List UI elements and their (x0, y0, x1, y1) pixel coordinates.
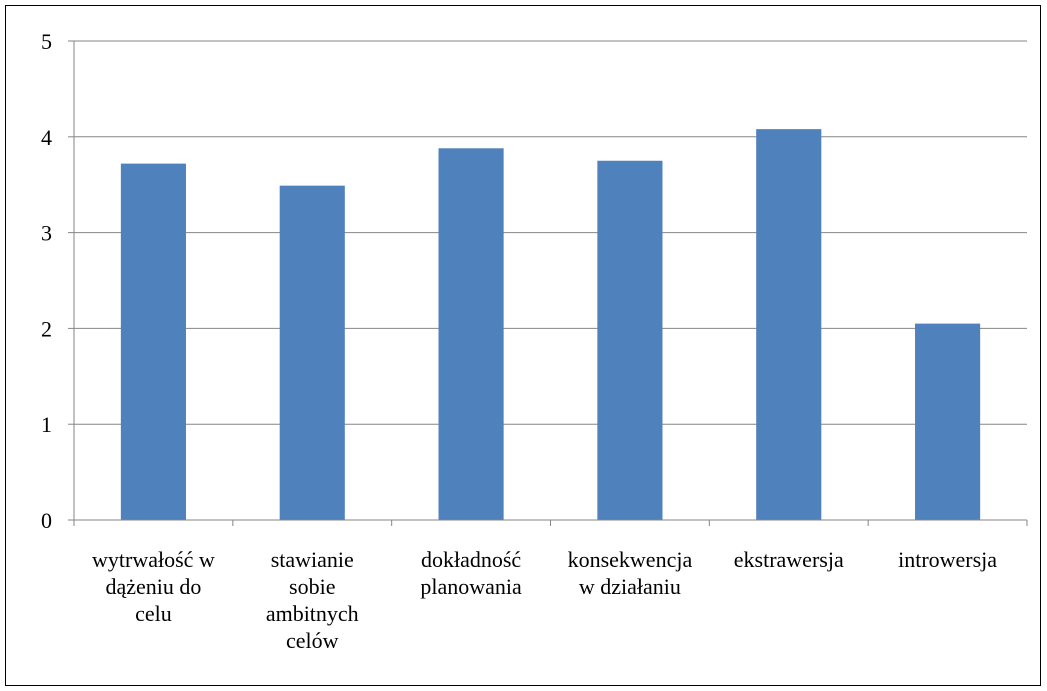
x-tick-label-line: introwersja (898, 547, 997, 572)
y-tick-label: 4 (41, 125, 52, 150)
x-tick-label-line: stawianie (271, 547, 354, 572)
x-tick-label-line: w działaniu (579, 574, 681, 599)
x-tick-label-line: konsekwencja (568, 547, 693, 572)
bar-chart: 0 1 2 3 4 5 wytrwałość w dążeniu do celu stawian… (41, 29, 1028, 653)
bar (756, 129, 822, 521)
y-tick-label: 2 (41, 316, 52, 341)
bar (279, 185, 345, 520)
x-tick-label-line: planowania (420, 574, 522, 599)
chart-frame: 0 1 2 3 4 5 wytrwałość w dążeniu do celu stawian… (5, 5, 1041, 686)
bar (438, 148, 504, 520)
x-tick-label-line: celu (135, 601, 172, 626)
y-tick-label: 1 (41, 412, 52, 437)
x-tick-label-line: celów (286, 628, 339, 653)
y-tick-label: 3 (41, 221, 52, 246)
y-tick-label: 5 (41, 29, 52, 54)
x-tick-label: ekstrawersja (734, 547, 844, 572)
bar (915, 323, 981, 520)
x-tick-label: wytrwałość w dążeniu do celu (92, 547, 215, 626)
axes (68, 40, 1028, 526)
x-tick-label-line: dokładność (421, 547, 521, 572)
bars (120, 129, 981, 521)
y-tick-label: 0 (41, 508, 52, 533)
gridlines (74, 40, 1027, 425)
bar (120, 163, 186, 520)
x-tick-label: stawianie sobie ambitnych celów (266, 547, 359, 653)
x-tick-label-line: wytrwałość w (92, 547, 215, 572)
x-tick-label-line: ambitnych (266, 601, 359, 626)
x-tick-label-line: dążeniu do (105, 574, 201, 599)
x-tick-label-line: sobie (289, 574, 335, 599)
x-tick-labels: wytrwałość w dążeniu do celu stawianie sobie… (92, 547, 997, 653)
x-tick-label: konsekwencja w działaniu (568, 547, 693, 599)
y-tick-labels: 0 1 2 3 4 5 (41, 29, 52, 533)
x-tick-label: introwersja (898, 547, 997, 572)
x-tick-label-line: ekstrawersja (734, 547, 844, 572)
x-tick-label: dokładność planowania (420, 547, 522, 599)
bar (597, 160, 663, 520)
